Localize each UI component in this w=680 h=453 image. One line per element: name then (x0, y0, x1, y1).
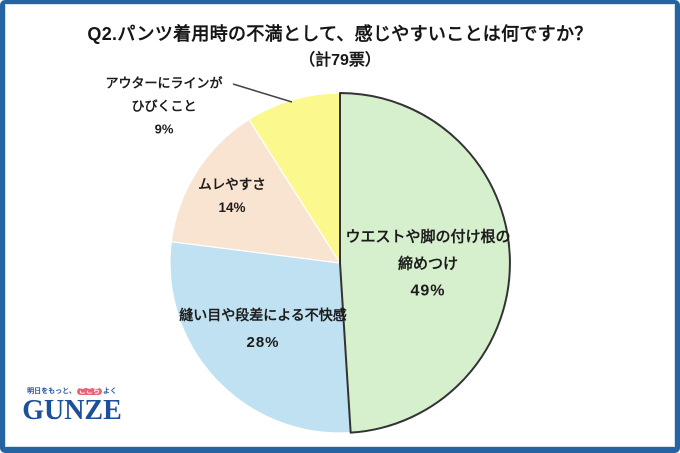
gunze-wordmark: GUNZE (22, 395, 122, 426)
gunze-logo: 明日をもっと、 ここち よく GUNZE (22, 386, 122, 425)
slice-label-line: ムレやすさ (198, 177, 266, 192)
slice-label-waist-tightness: ウエストや脚の付け根の 締めつけ 49% (345, 224, 510, 305)
pie-slice-outer-line-shows (248, 92, 341, 264)
slice-label-line: 締めつけ (397, 255, 459, 273)
slice-label-line: 縫い目や段差による不快感 (179, 307, 347, 323)
tagline-text: よく (102, 388, 117, 395)
slice-label-outer-line-shows: アウターにラインが ひびくこと 9% (105, 72, 222, 141)
slice-label-seam-discomfort: 縫い目や段差による不快感 28% (179, 302, 347, 356)
chart-subtitle: （計79票） (299, 52, 381, 69)
tagline-text: 明日をもっと、 (27, 388, 76, 395)
pie-slice-stuffiness (170, 118, 341, 264)
slice-label-line: ウエストや脚の付け根の (345, 228, 511, 246)
chart-title: Q2.パンツ着用時の不満として、感じやすいことは何ですか？ (87, 24, 593, 44)
slice-label-line: アウターにラインが (105, 75, 223, 91)
tagline-badge: ここち (76, 388, 102, 395)
gunze-tagline: 明日をもっと、 ここち よく (22, 386, 122, 397)
leader-line (232, 83, 293, 103)
slice-label-stuffiness: ムレやすさ 14% (198, 173, 266, 219)
slice-percent: 49% (410, 282, 446, 300)
pie-slice-waist-tightness (339, 92, 511, 434)
slice-percent: 9% (154, 121, 174, 137)
slice-percent: 14% (218, 200, 246, 215)
pie-slice-seam-discomfort (169, 241, 352, 434)
slice-label-line: ひびくこと (131, 98, 197, 114)
slice-percent: 28% (246, 334, 280, 351)
